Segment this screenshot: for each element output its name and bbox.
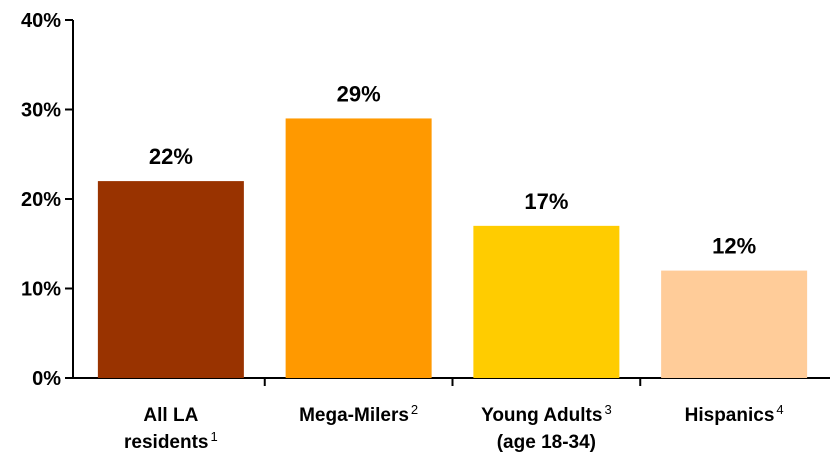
bar-value-label: 22% xyxy=(149,144,193,169)
x-category-label: Hispanics 4 xyxy=(685,402,784,426)
bar-value-label: 17% xyxy=(524,189,568,214)
footnote-marker: 2 xyxy=(411,402,418,417)
x-category-label-line: residents xyxy=(124,432,208,453)
bar xyxy=(97,181,244,378)
y-tick-label: 20% xyxy=(21,189,61,211)
bar xyxy=(473,225,620,378)
x-category-label: Mega-Milers 2 xyxy=(299,402,418,426)
bar xyxy=(661,270,808,378)
x-category-label-line: Mega-Milers xyxy=(299,405,409,426)
footnote-marker: 3 xyxy=(604,402,611,417)
bar-value-label: 12% xyxy=(712,234,756,259)
x-category-label-line: (age 18-34) xyxy=(497,432,596,453)
x-category-label-line: Young Adults xyxy=(481,405,602,426)
x-category-label-line: All LA xyxy=(143,405,198,426)
y-tick-label: 40% xyxy=(21,10,61,32)
footnote-marker: 4 xyxy=(776,402,783,417)
x-category-label: Young Adults 3 (age 18-34) xyxy=(481,402,612,453)
footnote-marker: 1 xyxy=(211,429,218,444)
y-tick-label: 10% xyxy=(21,279,61,301)
data-labels: 22% 29% 17% 12% xyxy=(149,81,756,258)
y-tick-label: 30% xyxy=(21,100,61,122)
bar xyxy=(285,118,432,378)
category-labels: All LA residents 1 Mega-Milers 2 Young Adults… xyxy=(124,402,784,453)
x-category-label-line: Hispanics xyxy=(685,405,775,426)
y-axis: 0% 10% 20% 30% 40% xyxy=(21,10,74,390)
y-tick-label: 0% xyxy=(32,368,61,390)
bars xyxy=(97,118,808,378)
bar-value-label: 29% xyxy=(337,81,381,106)
x-axis xyxy=(73,377,830,386)
x-category-label: All LA residents 1 xyxy=(124,405,218,453)
